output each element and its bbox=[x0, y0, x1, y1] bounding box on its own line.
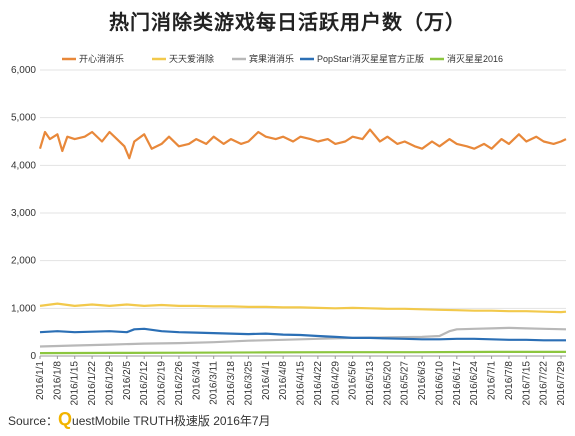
x-tick-label: 2016/4/1 bbox=[261, 361, 272, 400]
series-line bbox=[39, 302, 567, 314]
series-lines bbox=[38, 128, 567, 355]
x-tick-label: 2016/3/25 bbox=[243, 361, 254, 406]
source-brand-text: uestMobile TRUTH极速版 2016年7月 bbox=[72, 414, 271, 428]
x-tick-label: 2016/2/19 bbox=[157, 361, 168, 406]
y-axis: 0 1,000 2,000 3,000 4,000 5,000 6,000 bbox=[11, 65, 36, 362]
x-tick-label: 2016/7/8 bbox=[504, 361, 515, 400]
x-tick-label: 2016/7/1 bbox=[487, 361, 498, 400]
x-tick-label: 2016/4/15 bbox=[296, 361, 307, 406]
legend-entry: PopStar!消灭星星官方正版 bbox=[317, 53, 424, 64]
x-tick-label: 2016/4/22 bbox=[313, 361, 324, 406]
y-tick-label: 4,000 bbox=[11, 160, 36, 171]
brand-logo-letter: Q bbox=[58, 409, 73, 429]
x-tick-label: 2016/1/8 bbox=[52, 361, 63, 400]
legend-entry: 开心消消乐 bbox=[79, 53, 124, 64]
legend-entry: 天天爱消除 bbox=[169, 53, 214, 64]
x-tick-label: 2016/1/29 bbox=[104, 361, 115, 406]
legend-entry: 消灭星星2016 bbox=[447, 53, 503, 64]
y-tick-label: 5,000 bbox=[11, 113, 36, 124]
x-tick-label: 2016/2/5 bbox=[122, 361, 133, 400]
x-tick-label: 2016/5/27 bbox=[400, 361, 411, 406]
x-tick-label: 2016/3/11 bbox=[209, 361, 220, 405]
x-tick-label: 2016/6/17 bbox=[452, 361, 463, 406]
page-title: 热门消除类游戏每日活跃用户数（万） bbox=[109, 12, 466, 34]
x-tick-label: 2016/6/10 bbox=[434, 361, 445, 406]
x-tick-label: 2016/6/24 bbox=[469, 361, 480, 406]
x-tick-label: 2016/5/6 bbox=[348, 361, 359, 400]
x-tick-label: 2016/7/29 bbox=[556, 361, 567, 406]
y-tick-label: 6,000 bbox=[11, 65, 36, 76]
series-line bbox=[39, 327, 566, 342]
x-axis: 2016/1/1 2016/1/8 2016/1/15 2016/1/22 2016/1… bbox=[35, 356, 567, 406]
series-line bbox=[39, 350, 566, 355]
y-tick-label: 1,000 bbox=[11, 303, 36, 314]
x-tick-label: 2016/6/3 bbox=[417, 361, 428, 400]
x-tick-label: 2016/1/15 bbox=[70, 361, 81, 406]
legend-entry: 宾果消消乐 bbox=[249, 53, 294, 64]
x-tick-label: 2016/3/18 bbox=[226, 361, 237, 406]
x-tick-label: 2016/7/15 bbox=[521, 361, 532, 406]
y-tick-label: 3,000 bbox=[11, 208, 36, 219]
x-tick-label: 2016/4/8 bbox=[278, 361, 289, 400]
x-tick-label: 2016/1/1 bbox=[35, 361, 46, 400]
x-tick-label: 2016/5/13 bbox=[365, 361, 376, 406]
x-tick-label: 2016/1/22 bbox=[87, 361, 98, 406]
x-tick-label: 2016/4/29 bbox=[330, 361, 341, 406]
x-tick-label: 2016/5/20 bbox=[382, 361, 393, 406]
x-tick-label: 2016/3/4 bbox=[191, 361, 202, 400]
grid-lines bbox=[40, 69, 566, 357]
source-label: Source： bbox=[8, 414, 59, 428]
legend: 开心消消乐 天天爱消除 宾果消消乐 PopStar!消灭星星官方正版 消灭星星2016 bbox=[62, 53, 503, 64]
y-tick-label: 0 bbox=[30, 351, 36, 362]
x-tick-label: 2016/2/26 bbox=[174, 361, 185, 406]
series-line bbox=[38, 128, 567, 160]
source-note: Source：QuestMobile TRUTH极速版 2016年7月 bbox=[8, 409, 271, 430]
x-tick-label: 2016/2/12 bbox=[139, 361, 150, 406]
x-tick-label: 2016/7/22 bbox=[539, 361, 550, 406]
y-tick-label: 2,000 bbox=[11, 256, 36, 267]
